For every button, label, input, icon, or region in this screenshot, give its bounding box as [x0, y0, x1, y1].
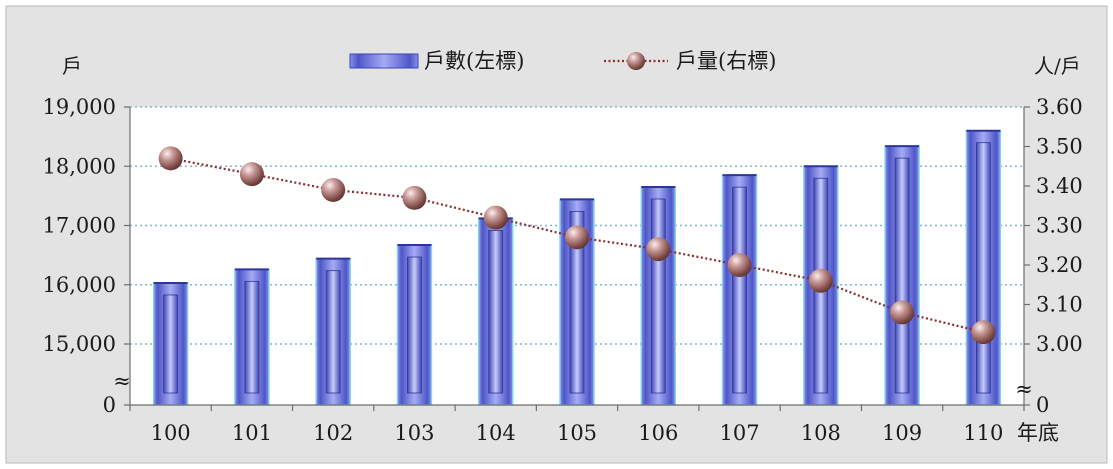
right-tick-label: 3.50 [1036, 135, 1083, 159]
line-point [158, 146, 183, 171]
x-tick-label: 101 [232, 421, 272, 445]
left-tick-label: 17,000 [43, 214, 116, 238]
left-tick-label: 0 [103, 393, 116, 417]
x-axis-unit: 年底 [1017, 421, 1059, 445]
bar-series [152, 129, 1002, 406]
line-point [483, 205, 508, 230]
x-tick-label: 104 [476, 421, 516, 445]
line-point [971, 320, 996, 345]
line-point [646, 237, 671, 262]
legend-bar-swatch [349, 53, 419, 69]
bar [152, 281, 189, 406]
bar [234, 268, 270, 406]
line-point [565, 225, 589, 250]
axes [129, 107, 1025, 406]
bar [315, 257, 351, 406]
x-tick-label: 107 [719, 421, 759, 445]
bar [965, 129, 1002, 406]
line-point [808, 268, 833, 293]
line-point [321, 177, 346, 202]
x-tick-label: 109 [882, 421, 922, 445]
x-tick-label: 100 [151, 421, 191, 445]
left-axis-unit: 戶 [62, 54, 82, 78]
left-tick-label: 16,000 [43, 273, 116, 297]
x-tick-label: 103 [394, 421, 434, 445]
right-axis-unit: 人/戶 [1034, 54, 1081, 78]
right-tick-label: 3.30 [1036, 214, 1083, 238]
line-point [239, 162, 264, 187]
right-tick-label: 0 [1036, 393, 1049, 417]
left-tick-label: 15,000 [43, 332, 116, 356]
right-axis-break: ≈ [1015, 377, 1033, 401]
legend: 戶數(左標) 戶量(右標) [349, 49, 776, 73]
legend-line-marker [627, 52, 645, 70]
x-tick-label: 108 [801, 421, 841, 445]
x-tick-label: 102 [313, 421, 353, 445]
bar [640, 185, 676, 406]
axis-labels: 0 15,000 16,000 17,000 18,000 19,000 0 3.00 3.10… [43, 95, 1083, 445]
line-point [727, 253, 752, 277]
legend-bar-label: 戶數(左標) [424, 49, 524, 73]
right-tick-label: 3.60 [1036, 95, 1083, 119]
right-tick-label: 3.00 [1036, 332, 1083, 356]
bar [721, 174, 758, 406]
legend-line-label: 戶量(右標) [676, 49, 776, 73]
bar [478, 217, 514, 406]
right-tick-label: 3.40 [1036, 174, 1083, 198]
bar [884, 145, 920, 406]
line-point [890, 300, 915, 325]
bar [396, 244, 433, 406]
left-tick-label: 18,000 [43, 154, 116, 178]
line-point [402, 185, 427, 210]
line-series [158, 146, 996, 345]
x-tick-label: 110 [963, 421, 1003, 445]
left-axis-break: ≈ [113, 369, 131, 393]
x-tick-label: 106 [638, 421, 678, 445]
left-tick-label: 19,000 [43, 95, 116, 119]
x-tick-label: 105 [557, 421, 597, 445]
right-tick-label: 3.20 [1036, 253, 1083, 277]
right-tick-label: 3.10 [1036, 293, 1083, 317]
